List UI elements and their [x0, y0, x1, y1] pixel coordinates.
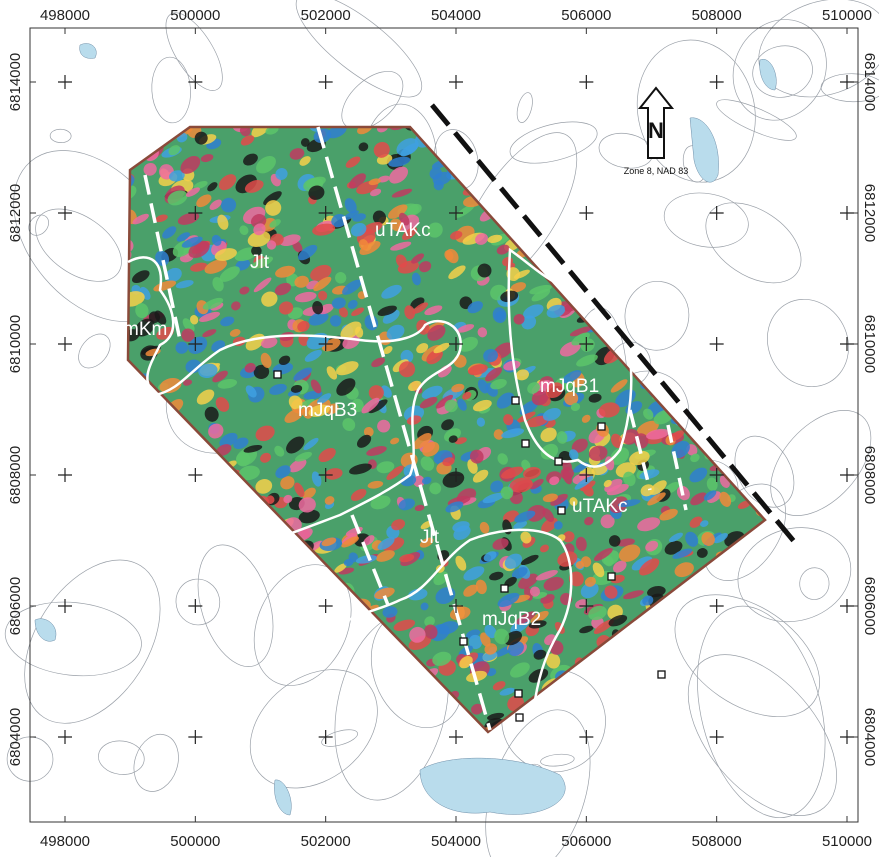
x-tick-label: 502000: [301, 7, 351, 24]
y-tick-label: 6804000: [861, 708, 878, 766]
y-tick-label: 6814000: [861, 53, 878, 111]
unit-label: mJqB3: [298, 400, 357, 421]
unit-label: mKm: [123, 319, 167, 340]
unit-label: mJqB1: [540, 376, 599, 397]
x-tick-label: 510000: [822, 7, 872, 24]
y-tick-label: 6806000: [861, 577, 878, 635]
y-tick-label: 6812000: [861, 184, 878, 242]
x-tick-label: 508000: [692, 7, 742, 24]
x-tick-label: 498000: [40, 7, 90, 24]
north-label: N: [648, 118, 664, 143]
y-tick-label: 6804000: [7, 708, 24, 766]
y-tick-label: 6808000: [861, 446, 878, 504]
x-tick-label: 504000: [431, 833, 481, 850]
x-tick-label: 500000: [170, 833, 220, 850]
y-tick-label: 6812000: [7, 184, 24, 242]
y-tick-label: 6810000: [861, 315, 878, 373]
x-tick-label: 510000: [822, 833, 872, 850]
x-tick-label: 498000: [40, 833, 90, 850]
x-tick-label: 508000: [692, 833, 742, 850]
y-tick-label: 6808000: [7, 446, 24, 504]
map: Jlt uTAKc mKm mJqB3 mJqB1 uTAKc Jlt mJqB…: [0, 0, 879, 857]
x-tick-label: 504000: [431, 7, 481, 24]
unit-label: uTAKc: [375, 220, 431, 241]
y-tick-label: 6806000: [7, 577, 24, 635]
x-tick-label: 500000: [170, 7, 220, 24]
y-tick-label: 6814000: [7, 53, 24, 111]
unit-label: Jlt: [420, 527, 440, 548]
unit-label: mJqB2: [482, 609, 541, 630]
x-tick-label: 506000: [561, 7, 611, 24]
unit-label: Jlt: [250, 252, 270, 273]
y-tick-label: 6810000: [7, 315, 24, 373]
unit-label: uTAKc: [572, 496, 628, 517]
x-tick-label: 502000: [301, 833, 351, 850]
projection: Zone 8, NAD 83: [624, 166, 689, 176]
x-tick-label: 506000: [561, 833, 611, 850]
